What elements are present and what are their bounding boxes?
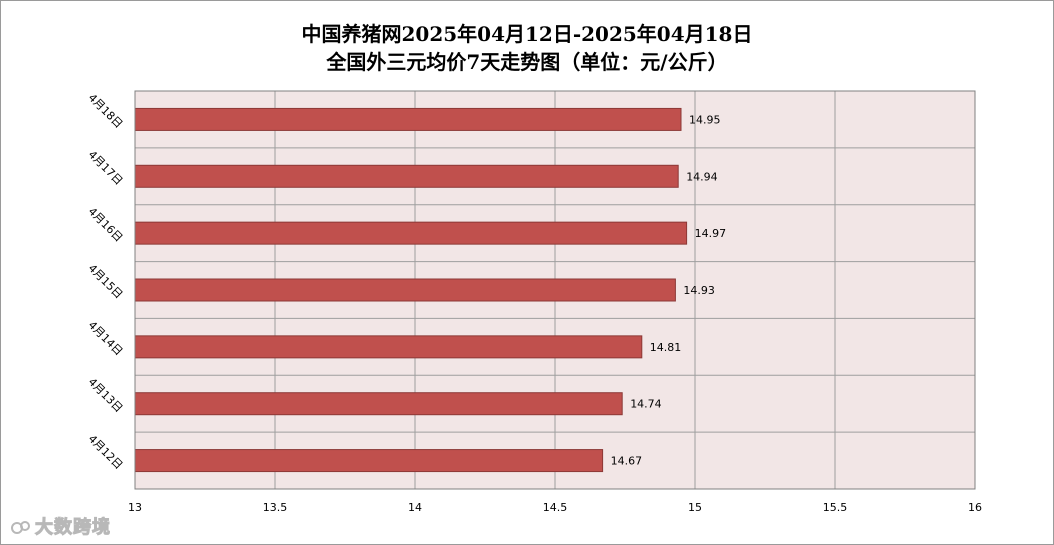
- bar: [134, 164, 679, 188]
- x-tick-label: 14: [408, 501, 422, 514]
- bar: [134, 392, 623, 416]
- data-label: 14.97: [695, 227, 727, 240]
- brand-logo-icon: [11, 521, 30, 534]
- category-label: 4月18日: [86, 91, 126, 131]
- category-label: 4月14日: [86, 319, 126, 359]
- bar: [134, 335, 643, 359]
- x-tick-label: 16: [968, 501, 982, 514]
- x-tick-label: 15: [688, 501, 702, 514]
- watermark-text: 大数跨境: [35, 517, 111, 539]
- x-tick-label: 13: [128, 501, 142, 514]
- chart-title: 中国养猪网2025年04月12日-2025年04月18日: [301, 22, 753, 46]
- plot-border: [134, 90, 976, 490]
- bar: [134, 449, 604, 473]
- category-label: 4月16日: [86, 205, 126, 245]
- data-label: 14.93: [683, 284, 715, 297]
- data-label: 14.94: [686, 170, 718, 183]
- x-tick-label: 14.5: [543, 501, 568, 514]
- x-tick-label: 13.5: [263, 501, 288, 514]
- chart-subtitle: 全国外三元均价7天走势图（单位：元/公斤）: [326, 50, 728, 74]
- data-label: 14.67: [611, 455, 643, 468]
- category-label: 4月17日: [86, 148, 126, 188]
- category-label: 4月12日: [86, 432, 126, 472]
- data-label: 14.81: [650, 341, 682, 354]
- x-tick-label: 15.5: [823, 501, 848, 514]
- data-label: 14.95: [689, 113, 721, 126]
- category-label: 4月15日: [86, 262, 126, 302]
- bar: [134, 221, 688, 245]
- bar: [134, 107, 682, 131]
- data-label: 14.74: [630, 398, 662, 411]
- category-label: 4月13日: [86, 375, 126, 415]
- watermark: 大数跨境: [11, 513, 111, 539]
- bar: [134, 278, 676, 302]
